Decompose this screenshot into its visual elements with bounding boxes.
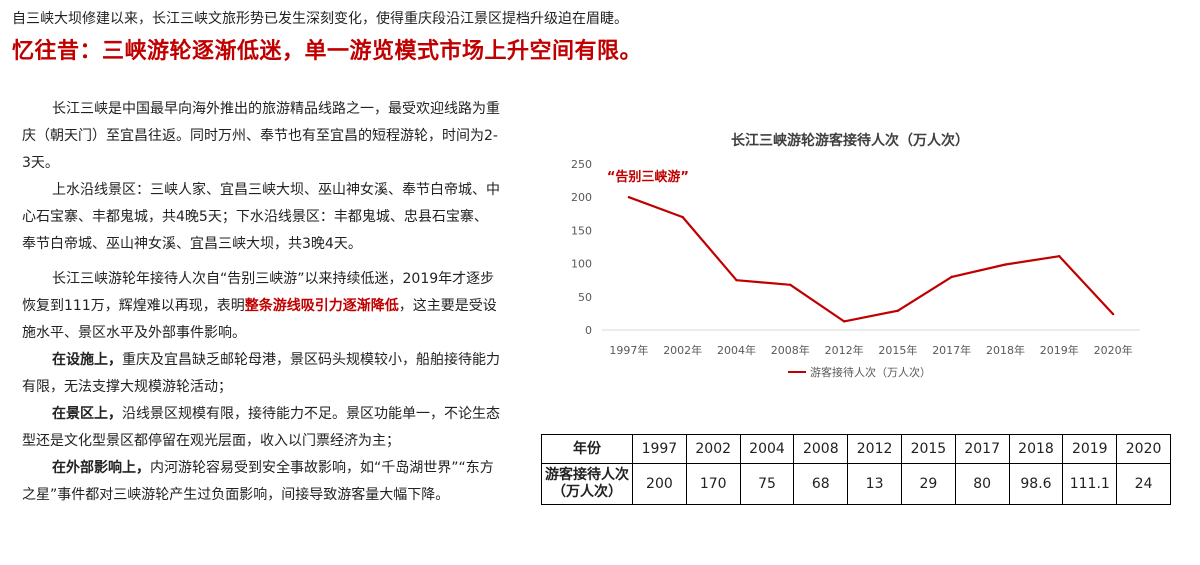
paragraph-routes: 长江三峡是中国最早向海外推出的旅游精品线路之一，最受欢迎线路为重庆（朝天门）至宜… [22, 101, 500, 171]
chart-title: 长江三峡游轮游客接待人次（万人次） [731, 132, 969, 149]
body-text: 长江三峡是中国最早向海外推出的旅游精品线路之一，最受欢迎线路为重庆（朝天门）至宜… [22, 96, 500, 509]
facilities-text: 重庆及宜昌缺乏邮轮母港，景区码头规模较小，船舶接待能力有限，无法支撑大规模游轮活… [22, 352, 500, 395]
table-header-label: 年份 [541, 434, 633, 464]
y-tick-label: 250 [571, 158, 592, 171]
x-tick-label: 2004年 [717, 343, 756, 357]
table-header-row: 年份 1997 2002 2004 2008 2012 2015 2017 20… [541, 434, 1171, 464]
table-year-cell: 2018 [1008, 434, 1064, 464]
series-line [628, 196, 1114, 323]
x-tick-label: 2018年 [986, 343, 1025, 357]
table-year-cell: 2020 [1116, 434, 1171, 464]
data-point [1004, 263, 1007, 266]
data-point [681, 215, 684, 219]
table-value-cell: 200 [632, 463, 687, 505]
table-year-cell: 2004 [739, 434, 795, 464]
paragraph-scenic: 在景区上，沿线景区规模有限，接待能力不足。景区功能单一，不论生态型还是文化型景区… [22, 401, 500, 455]
x-tick-label: 1997年 [609, 343, 648, 357]
table-year-cell: 2008 [793, 434, 849, 464]
decline-highlight: 整条游线吸引力逐渐降低 [244, 298, 399, 314]
paragraph-scenic-spots: 上水沿线景区：三峡人家、宜昌三峡大坝、巫山神女溪、奉节白帝城、中心石宝寨、丰都鬼… [22, 182, 500, 252]
table-year-cell: 2015 [900, 434, 956, 464]
x-tick-label: 2017年 [932, 343, 971, 357]
x-tick-label: 2002年 [663, 343, 702, 357]
table-year-cell: 2012 [847, 434, 902, 464]
x-tick-label: 2015年 [878, 343, 917, 357]
y-axis: 0 50 100 150 200 250 [571, 158, 592, 337]
facilities-label: 在设施上， [52, 352, 122, 368]
data-point [1111, 312, 1115, 316]
chart-annotation: “告别三峡游” [607, 169, 689, 185]
line-chart: 长江三峡游轮游客接待人次（万人次） 0 50 100 150 200 250 1997年 2… [571, 132, 1140, 379]
table-year-cell: 2017 [954, 434, 1010, 464]
external-text: 内河游轮容易受到安全事故影响，如“千岛湖世界”“东方之星”事件都对三峡游轮产生过… [22, 460, 494, 503]
table-value-row: 游客接待人次（万人次） 200 170 75 68 13 29 80 98.6 … [541, 463, 1171, 505]
y-tick-label: 100 [571, 258, 592, 271]
chart-legend: 游客接待人次（万人次） [788, 365, 931, 379]
intro-text: 自三峡大坝修建以来，长江三峡文旅形势已发生深刻变化，使得重庆段沿江景区提档升级迫… [12, 11, 628, 27]
table-value-cell: 80 [954, 463, 1010, 505]
data-point [950, 275, 953, 279]
table-value-cell: 29 [900, 463, 956, 505]
data-point [789, 283, 792, 287]
x-axis: 1997年 2002年 2004年 2008年 2012年 2015年 2017年 2018年… [602, 329, 1140, 357]
decline-text-pre: 长江三峡游轮年接待人次自“告别三峡游”以来持续低迷，2019年才逐步恢复到111… [22, 271, 495, 314]
paragraph-facilities: 在设施上，重庆及宜昌缺乏邮轮母港，景区码头规模较小，船舶接待能力有限，无法支撑大… [22, 347, 500, 401]
table-value-cell: 75 [739, 463, 795, 505]
y-tick-label: 200 [571, 191, 592, 204]
x-tick-label: 2019年 [1040, 343, 1079, 357]
paragraph-decline: 长江三峡游轮年接待人次自“告别三峡游”以来持续低迷，2019年才逐步恢复到111… [22, 266, 500, 347]
y-tick-label: 50 [578, 291, 592, 304]
decline-text-post: ，这主要是受设施水平、景区水平及外部事件影响。 [22, 298, 497, 341]
table-row-label: 游客接待人次（万人次） [541, 463, 633, 505]
paragraph-external: 在外部影响上，内河游轮容易受到安全事故影响，如“千岛湖世界”“东方之星”事件都对… [22, 455, 500, 509]
data-point [842, 320, 846, 323]
table-value-cell: 98.6 [1008, 463, 1064, 505]
table-value-cell: 170 [685, 463, 741, 505]
table-year-cell: 1997 [632, 434, 687, 464]
plot-area [627, 196, 1115, 323]
table-year-cell: 2019 [1062, 434, 1118, 464]
scenic-text: 沿线景区规模有限，接待能力不足。景区功能单一，不论生态型还是文化型景区都停留在观… [22, 406, 500, 449]
x-tick-label: 2008年 [771, 343, 810, 357]
external-label: 在外部影响上， [52, 460, 150, 476]
page-headline: 忆往昔：三峡游轮逐渐低迷，单一游览模式市场上升空间有限。 [12, 39, 643, 64]
data-point [1058, 255, 1061, 258]
y-tick-label: 150 [571, 224, 592, 237]
data-point [896, 309, 900, 312]
x-tick-label: 2020年 [1094, 343, 1133, 357]
table-value-cell: 13 [847, 463, 902, 505]
y-tick-label: 0 [585, 324, 592, 337]
table-value-cell: 24 [1116, 463, 1171, 505]
table-year-cell: 2002 [685, 434, 741, 464]
legend-label: 游客接待人次（万人次） [810, 365, 931, 379]
table-value-cell: 111.1 [1062, 463, 1118, 505]
table-value-cell: 68 [793, 463, 849, 505]
data-point [735, 279, 738, 282]
x-tick-label: 2012年 [825, 343, 864, 357]
data-point [627, 196, 631, 199]
scenic-label: 在景区上， [52, 406, 122, 422]
data-table: 年份 1997 2002 2004 2008 2012 2015 2017 20… [541, 434, 1171, 505]
